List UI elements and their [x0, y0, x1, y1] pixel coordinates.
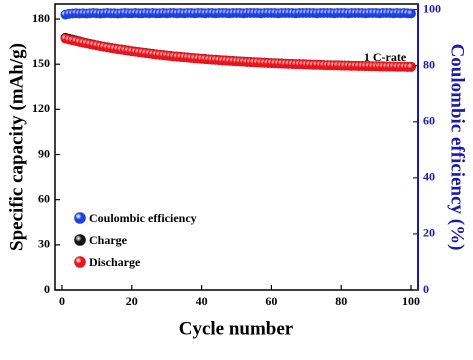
x-tick-label: 40: [196, 294, 208, 308]
plot-marks: [60, 8, 416, 72]
y-tick-label: 120: [32, 101, 50, 115]
y-tick-label: 60: [38, 191, 50, 205]
x-axis-title: Cycle number: [179, 318, 294, 339]
y-axis-title: Specific capacity (mAh/g): [6, 43, 27, 251]
y-tick-label: 30: [38, 237, 50, 251]
y-tick-label: 0: [44, 282, 50, 296]
x-tick-label: 20: [126, 294, 138, 308]
y2-axis-title: Coulombic efficiency (%): [447, 44, 468, 251]
legend-label: Coulombic efficiency: [89, 211, 197, 225]
x-tick-label: 80: [335, 294, 347, 308]
legend-marker: [74, 234, 86, 246]
legend-marker: [74, 256, 86, 268]
y-tick-label: 90: [38, 146, 50, 160]
data-point: [406, 62, 416, 72]
legend-label: Charge: [89, 233, 128, 247]
y2-tick-label: 100: [423, 1, 441, 15]
y2-tick-label: 20: [423, 226, 435, 240]
x-tick-label: 0: [59, 294, 65, 308]
x-tick-label: 60: [265, 294, 277, 308]
y2-tick-label: 0: [423, 282, 429, 296]
y2-tick-label: 60: [423, 114, 435, 128]
y2-tick-label: 80: [423, 57, 435, 71]
legend-marker: [74, 212, 86, 224]
legend-label: Discharge: [89, 255, 141, 269]
data-point: [406, 8, 416, 19]
y-tick-label: 180: [32, 11, 50, 25]
x-tick-label: 100: [402, 294, 420, 308]
y2-tick-label: 40: [423, 170, 435, 184]
annotation: 1 C-rate: [364, 50, 407, 64]
y-tick-label: 150: [32, 56, 50, 70]
